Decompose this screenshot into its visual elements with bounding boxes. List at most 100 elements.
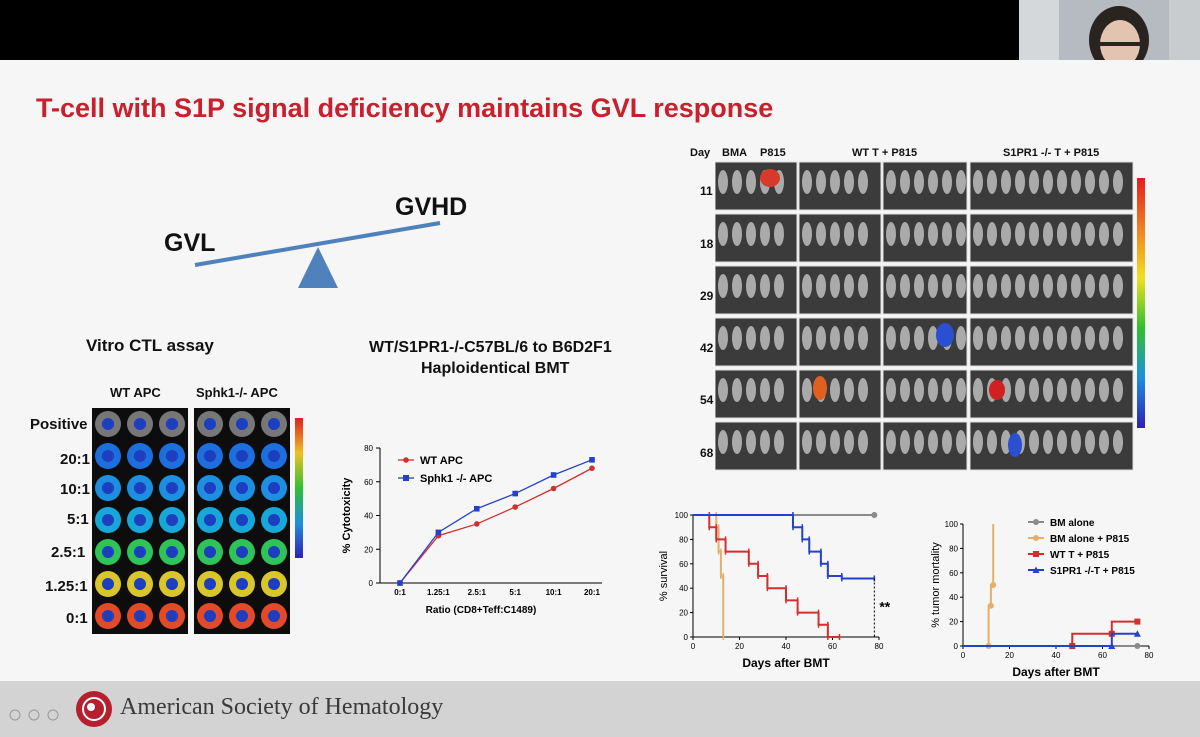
mouse-silhouette [1029, 378, 1039, 402]
y-tick-label: 100 [675, 511, 689, 520]
mouse-silhouette [1029, 430, 1039, 454]
y-tick-label: 0 [684, 633, 689, 642]
mouse-silhouette [746, 430, 756, 454]
x-tick-label: 80 [1145, 651, 1154, 660]
mouse-silhouette [942, 378, 952, 402]
data-point [512, 490, 518, 497]
imaging-cell [882, 369, 968, 419]
tumor-signal [1008, 433, 1022, 457]
next-slide-icon[interactable] [47, 709, 59, 721]
mouse-silhouette [886, 170, 896, 194]
series-line [693, 514, 875, 580]
well-center [268, 546, 280, 558]
x-tick-label: 2.5:1 [468, 588, 487, 597]
well-center [102, 450, 114, 462]
mouse-silhouette [1029, 222, 1039, 246]
legend-label: WT T + P815 [1050, 550, 1110, 561]
legend-marker [403, 457, 409, 463]
well-center [204, 482, 216, 494]
mouse-silhouette [1015, 222, 1025, 246]
mouse-silhouette [816, 274, 826, 298]
mouse-silhouette [760, 326, 770, 350]
tumor-signal [760, 169, 780, 187]
ctl-row-label: 5:1 [67, 511, 89, 528]
mouse-silhouette [1015, 326, 1025, 350]
mouse-silhouette [1043, 222, 1053, 246]
tumor-signal [936, 323, 954, 347]
data-point [512, 504, 518, 510]
mouse-silhouette [956, 326, 966, 350]
mouse-silhouette [858, 378, 868, 402]
imaging-day-label: 54 [700, 393, 714, 407]
mouse-silhouette [886, 222, 896, 246]
mouse-silhouette [732, 378, 742, 402]
mouse-silhouette [1113, 170, 1123, 194]
mouse-silhouette [774, 378, 784, 402]
well-center [166, 482, 178, 494]
mouse-silhouette [802, 274, 812, 298]
mouse-silhouette [1029, 274, 1039, 298]
imaging-cell [882, 317, 968, 367]
mouse-silhouette [1057, 222, 1067, 246]
mouse-silhouette [774, 274, 784, 298]
series-line [963, 632, 1138, 647]
imaging-day-label: 11 [700, 184, 713, 198]
mouse-silhouette [956, 274, 966, 298]
mouse-silhouette [886, 378, 896, 402]
slide-navigation[interactable] [8, 707, 68, 728]
imaging-day-label: 18 [700, 237, 714, 251]
well-center [204, 578, 216, 590]
mouse-silhouette [914, 222, 924, 246]
imaging-group-p815: P815 [760, 147, 786, 159]
significance-stars: ** [879, 599, 890, 615]
well-center [166, 546, 178, 558]
legend-marker [1033, 551, 1039, 557]
mouse-silhouette [886, 430, 896, 454]
ctl-row-label: 20:1 [60, 451, 91, 468]
mouse-silhouette [900, 222, 910, 246]
mouse-silhouette [900, 326, 910, 350]
mouse-silhouette [1043, 170, 1053, 194]
legend-marker [1032, 566, 1040, 573]
prev-slide-icon[interactable] [9, 709, 21, 721]
mouse-silhouette [928, 274, 938, 298]
mouse-silhouette [858, 222, 868, 246]
x-tick-label: 80 [875, 642, 884, 651]
y-tick-label: 20 [949, 618, 958, 627]
well-center [166, 578, 178, 590]
mouse-silhouette [928, 170, 938, 194]
well-center [134, 514, 146, 526]
well-center [134, 482, 146, 494]
imaging-cell [882, 421, 968, 471]
x-axis-label: Days after BMT [742, 656, 830, 670]
y-tick-label: 0 [369, 579, 374, 588]
slide-menu-icon[interactable] [28, 709, 40, 721]
mouse-silhouette [1113, 222, 1123, 246]
mouse-silhouette [1071, 170, 1081, 194]
mouse-silhouette [830, 378, 840, 402]
mouse-silhouette [858, 170, 868, 194]
mouse-silhouette [914, 378, 924, 402]
mouse-silhouette [1099, 170, 1109, 194]
well-center [102, 546, 114, 558]
mouse-silhouette [928, 326, 938, 350]
data-point [550, 472, 557, 478]
y-tick-label: 80 [679, 535, 688, 544]
mouse-silhouette [816, 430, 826, 454]
mouse-silhouette [746, 326, 756, 350]
tumor-signal [813, 376, 827, 400]
ctl-well-images [92, 408, 303, 634]
mouse-silhouette [1113, 326, 1123, 350]
mouse-silhouette [1071, 222, 1081, 246]
y-tick-label: 40 [364, 512, 373, 521]
bmt-title-line2: Haploidentical BMT [421, 360, 570, 377]
imaging-day-label: 29 [700, 289, 714, 303]
mouse-silhouette [942, 170, 952, 194]
well-center [268, 482, 280, 494]
mouse-silhouette [1085, 274, 1095, 298]
data-point [550, 485, 557, 492]
mouse-silhouette [844, 274, 854, 298]
mouse-silhouette [858, 326, 868, 350]
legend-label: BM alone + P815 [1050, 534, 1130, 545]
mouse-silhouette [718, 222, 728, 246]
